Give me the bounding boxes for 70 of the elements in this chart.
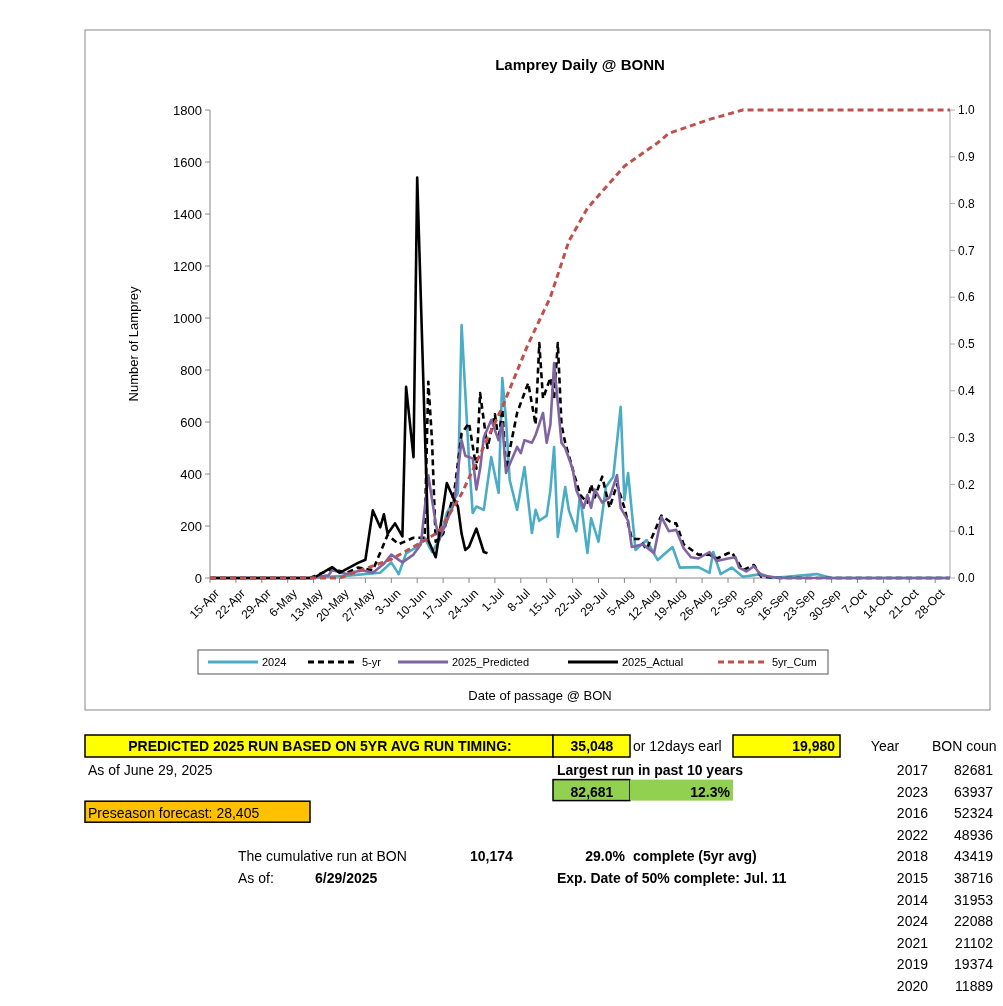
- text: 2023: [896, 783, 929, 800]
- y-tick-label: 800: [180, 362, 202, 378]
- y-tick-label: 1800: [173, 102, 202, 118]
- text: Largest run in past 10 years: [557, 761, 744, 778]
- text: 52324: [954, 805, 994, 822]
- text: 38716: [954, 869, 994, 886]
- text: 19,980: [792, 737, 836, 754]
- text: 29.0%: [585, 848, 626, 865]
- text: 43419: [954, 848, 994, 865]
- text: 10,174: [470, 848, 514, 865]
- text: The cumulative run at BON: [238, 848, 407, 865]
- text: 21102: [955, 934, 994, 951]
- legend-label: 5-yr: [362, 655, 382, 668]
- y2-tick-label: 0.2: [958, 477, 976, 492]
- legend-label: 2025_Actual: [622, 655, 684, 668]
- legend-label: 2024: [262, 655, 287, 668]
- text: 48936: [954, 826, 994, 843]
- y2-tick-label: 0.9: [958, 150, 976, 164]
- y2-tick-label: 0.1: [958, 524, 976, 539]
- y2-tick-label: 0.7: [958, 243, 976, 258]
- y-tick-label: 1600: [173, 154, 202, 170]
- text: 82681: [954, 761, 994, 778]
- x-axis-title: Date of passage @ BON: [468, 688, 612, 703]
- y2-tick-label: 0.8: [958, 196, 976, 211]
- y2-tick-label: 1.0: [958, 103, 976, 118]
- y-tick-label: 600: [180, 414, 202, 430]
- text: 2014: [896, 891, 929, 908]
- y2-tick-label: 0.0: [958, 571, 976, 586]
- text: 63937: [954, 783, 994, 800]
- y-tick-label: 400: [180, 466, 202, 482]
- line-series: [208, 108, 952, 580]
- text: 2020: [896, 977, 929, 994]
- text: 2019: [896, 956, 929, 973]
- y-tick-label: 1400: [173, 206, 202, 222]
- chart-title: Lamprey Daily @ BONN: [495, 56, 665, 73]
- text: 2015: [896, 869, 929, 886]
- y2-tick-label: 0.5: [958, 337, 976, 352]
- text: As of June 29, 2025: [88, 761, 213, 778]
- text: 2022: [896, 826, 929, 843]
- text: Year: [870, 737, 900, 754]
- legend-label: 5yr_Cum: [772, 655, 817, 668]
- text: PREDICTED 2025 RUN BASED ON 5YR AVG RUN TIMING:: [128, 737, 512, 754]
- y2-tick-label: 0.3: [958, 430, 976, 445]
- text: 12.3%: [690, 783, 731, 800]
- text: 19374: [954, 956, 994, 973]
- y-tick-label: 200: [180, 518, 202, 534]
- text: 82,681: [570, 783, 614, 800]
- text: 2018: [896, 848, 929, 865]
- text: 35,048: [570, 737, 614, 754]
- y-axis-title: Number of Lamprey: [126, 286, 141, 402]
- text: Exp. Date of 50% complete: Jul. 11: [557, 869, 787, 886]
- text: 2021: [896, 934, 929, 951]
- text: or 12days earl: [633, 737, 722, 754]
- text: BON coun: [932, 737, 997, 754]
- text: 11889: [955, 977, 994, 994]
- y-tick-label: 0: [194, 570, 202, 586]
- y2-tick-label: 0.6: [958, 290, 976, 305]
- y-tick-label: 1200: [173, 258, 202, 274]
- text: 2016: [896, 805, 929, 822]
- text: Preseason forecast: 28,405: [88, 805, 260, 822]
- text: 31953: [954, 891, 994, 908]
- text: As of:: [238, 869, 274, 886]
- text: 6/29/2025: [315, 869, 378, 886]
- text: 2017: [896, 761, 929, 778]
- text: complete (5yr avg): [633, 848, 757, 865]
- text: 22088: [954, 913, 994, 930]
- y-tick-label: 1000: [173, 310, 202, 326]
- y2-tick-label: 0.4: [958, 384, 976, 398]
- text: 2024: [896, 913, 929, 930]
- legend-label: 2025_Predicted: [452, 655, 530, 668]
